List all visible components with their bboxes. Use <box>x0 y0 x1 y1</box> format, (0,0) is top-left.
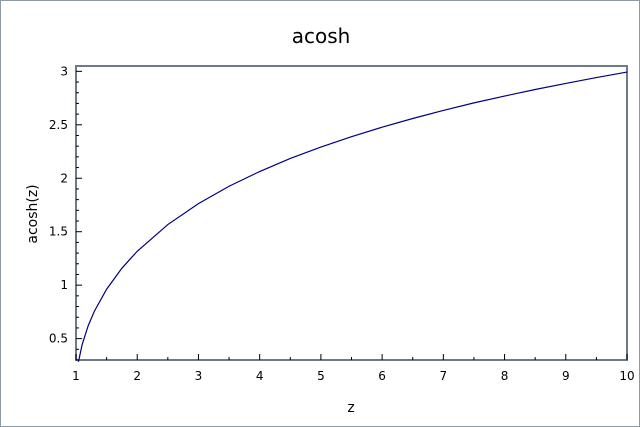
x-tick-label: 4 <box>256 369 264 383</box>
plot-area: 1 2 3 4 5 6 7 8 9 10 0.5 1 1.5 2 2.5 3 <box>49 64 635 383</box>
x-tick-label: 6 <box>378 369 386 383</box>
x-tick-label: 5 <box>317 369 325 383</box>
x-tick-label: 3 <box>195 369 203 383</box>
series-line-acosh <box>77 71 628 362</box>
y-tick-label: 1.5 <box>49 225 68 239</box>
x-tick-label: 8 <box>501 369 509 383</box>
chart-title: acosh <box>292 24 351 48</box>
y-axis-label: acosh(z) <box>25 184 41 243</box>
x-tick-label: 9 <box>562 369 570 383</box>
x-tick-label: 1 <box>72 369 80 383</box>
y-tick-label: 3 <box>60 64 68 78</box>
x-tick-label: 2 <box>133 369 141 383</box>
y-tick-label: 0.5 <box>49 332 68 346</box>
y-tick-label: 1 <box>60 278 68 292</box>
x-tick-label: 10 <box>619 369 634 383</box>
y-tick-label: 2 <box>60 171 68 185</box>
x-tick-label: 7 <box>440 369 448 383</box>
plot-border <box>75 65 628 361</box>
x-axis-label: z <box>347 400 354 416</box>
y-tick-label: 2.5 <box>49 118 68 132</box>
